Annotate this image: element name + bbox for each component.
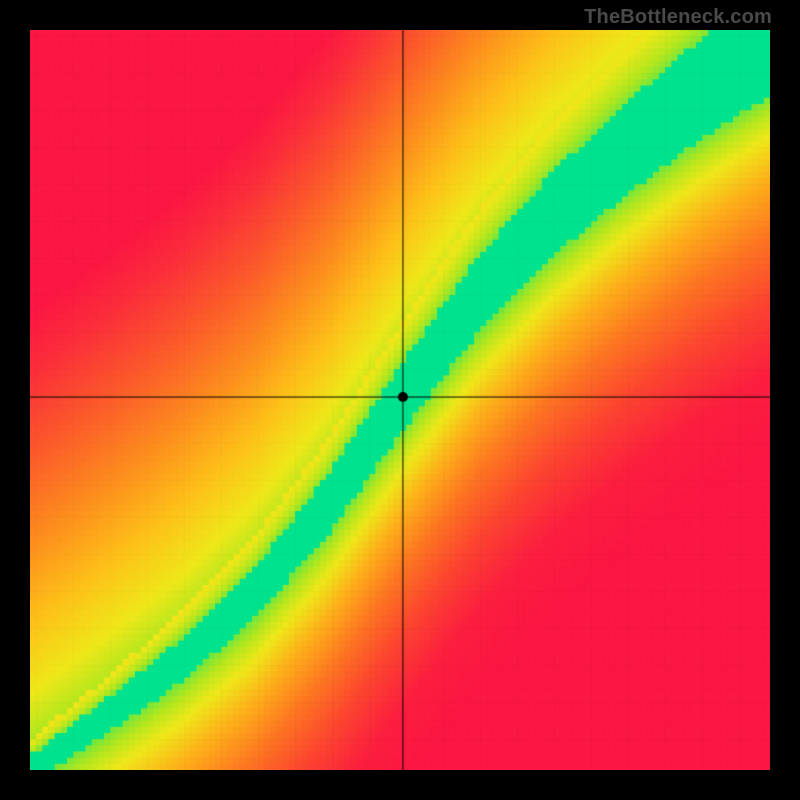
heatmap-canvas	[30, 30, 770, 770]
watermark-text: TheBottleneck.com	[584, 6, 772, 29]
heatmap-plot	[30, 30, 770, 770]
